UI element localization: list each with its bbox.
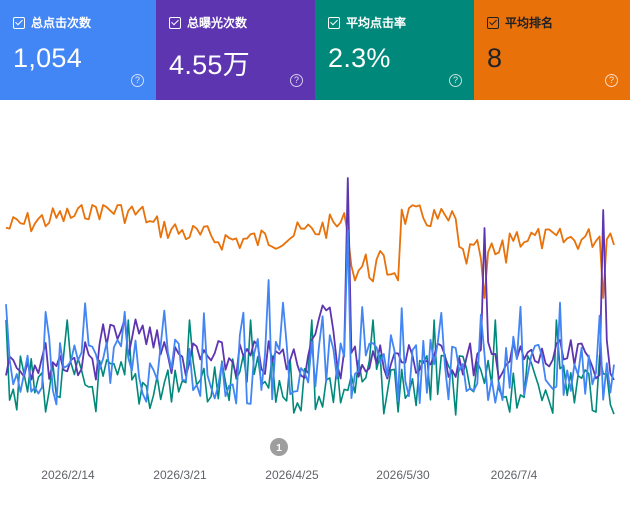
x-tick-label: 2026/7/4 — [491, 468, 538, 482]
help-circle-icon[interactable]: ? — [449, 74, 462, 87]
help-circle-icon[interactable]: ? — [290, 74, 303, 87]
metric-card-average-ctr[interactable]: 平均点击率 2.3% ? — [315, 0, 474, 100]
annotation-circle[interactable] — [270, 438, 288, 456]
metric-card-total-impressions[interactable]: 总曝光次数 4.55万 ? — [156, 0, 315, 100]
clicks-line — [5, 229, 615, 406]
average-position-line — [5, 204, 615, 299]
checkbox-checked-icon[interactable] — [328, 16, 340, 29]
help-circle-icon[interactable]: ? — [605, 74, 618, 87]
annotation-label: 1 — [276, 443, 282, 454]
x-tick-label: 2026/3/21 — [153, 468, 207, 482]
metric-value: 2.3% — [328, 43, 391, 73]
metric-label: 平均点击率 — [346, 16, 407, 30]
metric-label: 总曝光次数 — [187, 16, 248, 30]
metric-label: 总点击次数 — [31, 16, 92, 30]
checkbox-checked-icon[interactable] — [13, 16, 25, 29]
metric-value: 4.55万 — [169, 50, 251, 80]
metric-value: 1,054 — [13, 43, 83, 73]
metric-card-total-clicks[interactable]: 总点击次数 1,054 ? — [0, 0, 156, 100]
metric-value: 8 — [487, 43, 503, 73]
x-tick-label: 2026/2/14 — [41, 468, 95, 482]
checkbox-checked-icon[interactable] — [487, 16, 499, 29]
metric-cards: 总点击次数 1,054 ? 总曝光次数 4.55万 ? 平均点击率 2.3% ?… — [0, 0, 630, 100]
performance-chart[interactable]: 1 2026/2/14 2026/3/21 2026/4/25 2026/5/3… — [0, 100, 630, 530]
metric-card-average-position[interactable]: 平均排名 8 ? — [474, 0, 630, 100]
x-tick-label: 2026/5/30 — [376, 468, 430, 482]
x-tick-label: 2026/4/25 — [265, 468, 319, 482]
performance-line-chart[interactable]: 1 2026/2/14 2026/3/21 2026/4/25 2026/5/3… — [0, 100, 630, 530]
help-circle-icon[interactable]: ? — [131, 74, 144, 87]
metric-label: 平均排名 — [505, 16, 554, 30]
checkbox-checked-icon[interactable] — [169, 16, 181, 29]
annotation-marker[interactable]: 1 — [270, 438, 288, 456]
